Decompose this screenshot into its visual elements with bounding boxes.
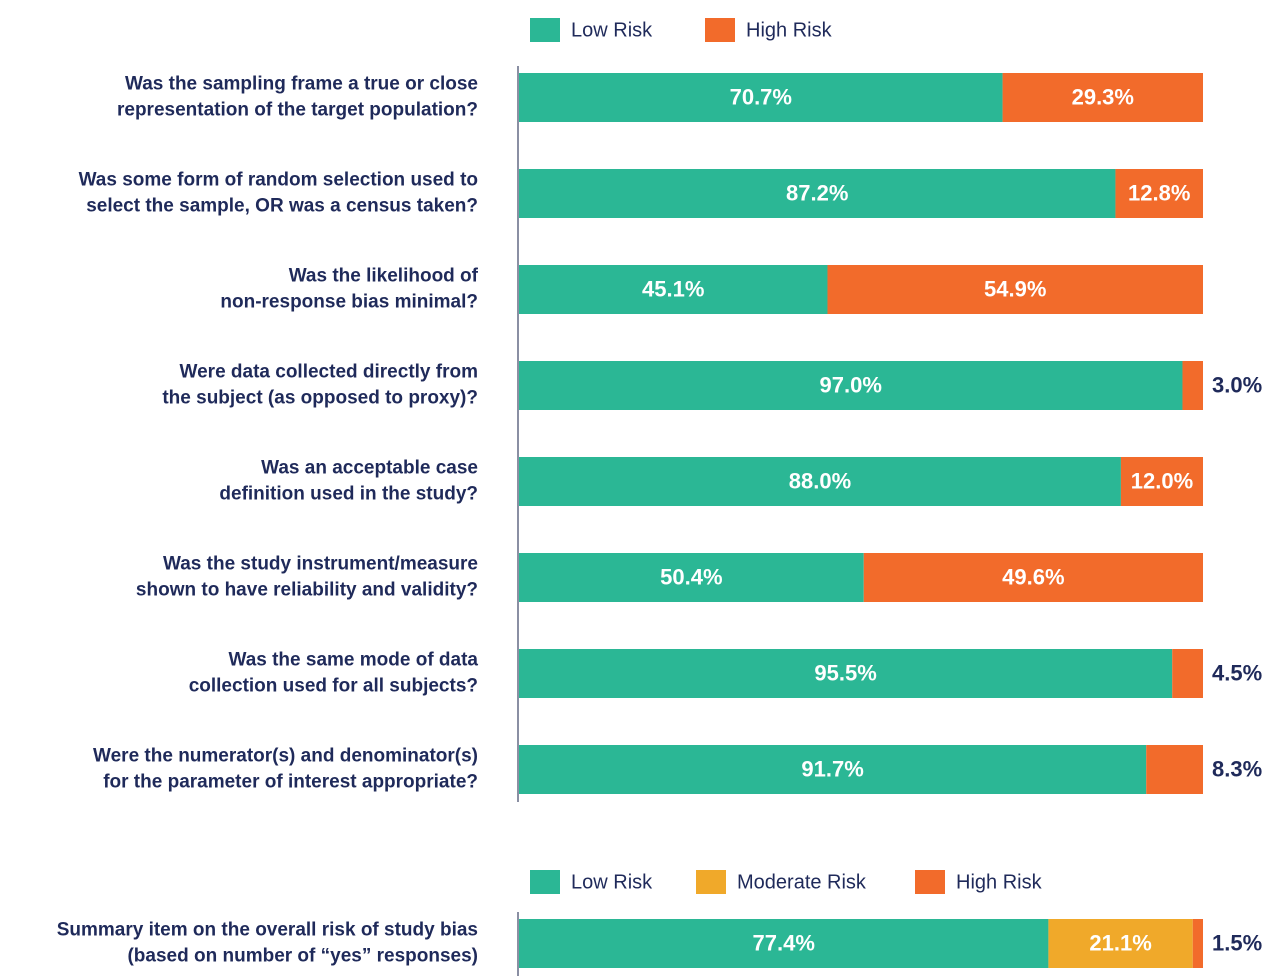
value-label: 95.5% [814, 660, 876, 685]
category-label: Was the same mode of data [228, 650, 478, 671]
legend-swatch [915, 870, 945, 894]
legend-swatch [696, 870, 726, 894]
value-label: 3.0% [1212, 372, 1262, 397]
bar-segment [519, 73, 1003, 122]
legend-label: Low Risk [571, 19, 653, 41]
value-label: 87.2% [786, 180, 848, 205]
bar-segment [519, 919, 1049, 968]
category-label: representation of the target population? [117, 100, 478, 121]
legend-label: Moderate Risk [737, 871, 867, 893]
legend-swatch [530, 870, 560, 894]
value-label: 91.7% [801, 756, 863, 781]
category-label: Was the study instrument/measure [163, 554, 478, 575]
bar-segment [519, 361, 1183, 410]
value-label: 29.3% [1072, 84, 1134, 109]
value-label: 4.5% [1212, 660, 1262, 685]
category-label: Was some form of random selection used t… [79, 170, 478, 191]
category-label: shown to have reliability and validity? [136, 580, 478, 601]
bar-segment [1048, 919, 1193, 968]
value-label: 12.8% [1128, 180, 1190, 205]
category-label: select the sample, OR was a census taken… [86, 196, 478, 217]
value-label: 54.9% [984, 276, 1046, 301]
bar-segment [1172, 649, 1203, 698]
legend-swatch [530, 18, 560, 42]
value-label: 50.4% [660, 564, 722, 589]
value-label: 88.0% [789, 468, 851, 493]
category-label: definition used in the study? [219, 484, 478, 505]
category-label: non-response bias minimal? [220, 292, 478, 313]
bar-segment [1146, 745, 1203, 794]
bar-segment [863, 553, 1203, 602]
value-label: 70.7% [730, 84, 792, 109]
bar-segment [519, 265, 828, 314]
value-label: 97.0% [820, 372, 882, 397]
category-label: for the parameter of interest appropriat… [103, 772, 478, 793]
bar-segment [519, 745, 1147, 794]
value-label: 1.5% [1212, 930, 1262, 955]
legend-label: Low Risk [571, 871, 653, 893]
category-label: Were the numerator(s) and denominator(s) [93, 746, 478, 767]
category-label: (based on number of “yes” responses) [127, 946, 478, 967]
value-label: 45.1% [642, 276, 704, 301]
bar-segment [827, 265, 1203, 314]
bar-segment [1192, 919, 1203, 968]
value-label: 8.3% [1212, 756, 1262, 781]
bar-segment [519, 553, 864, 602]
bar-segment [1002, 73, 1203, 122]
category-label: Was an acceptable case [261, 458, 478, 479]
bar-segment [519, 649, 1173, 698]
category-label: the subject (as opposed to proxy)? [162, 388, 478, 409]
bar-segment [1120, 457, 1203, 506]
value-label: 21.1% [1089, 930, 1151, 955]
legend-label: High Risk [746, 19, 833, 41]
category-label: Were data collected directly from [180, 362, 478, 383]
category-label: Was the sampling frame a true or close [125, 74, 478, 95]
value-label: 49.6% [1002, 564, 1064, 589]
category-label: collection used for all subjects? [189, 676, 478, 697]
bar-segment [519, 457, 1121, 506]
category-label: Summary item on the overall risk of stud… [57, 920, 478, 941]
category-label: Was the likelihood of [289, 266, 479, 287]
legend-swatch [705, 18, 735, 42]
bar-segment [519, 169, 1116, 218]
value-label: 12.0% [1131, 468, 1193, 493]
bar-segment [1115, 169, 1203, 218]
legend-label: High Risk [956, 871, 1043, 893]
bar-segment [1182, 361, 1203, 410]
value-label: 77.4% [753, 930, 815, 955]
